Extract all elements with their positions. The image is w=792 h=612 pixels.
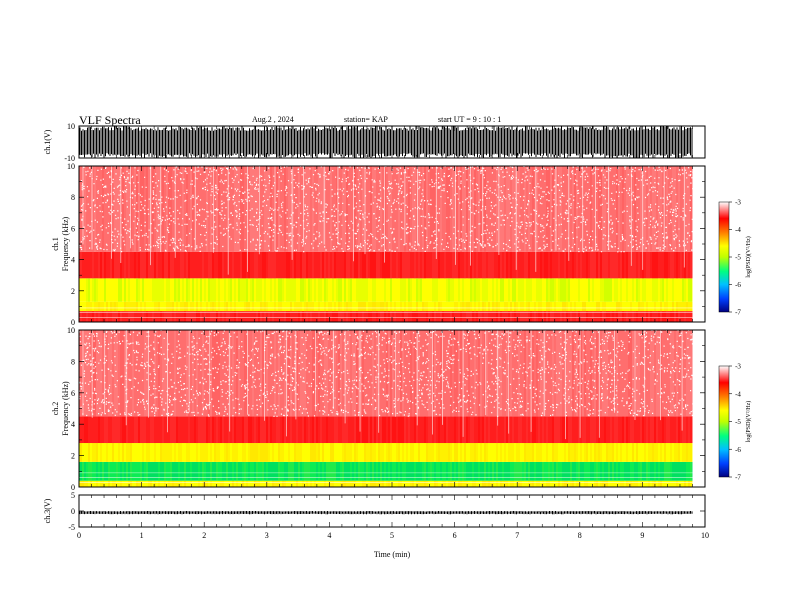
ch2-spectrogram-colorbar xyxy=(718,365,730,478)
xtick-label: 3 xyxy=(265,531,269,540)
ch2-spectrogram-dropouts xyxy=(82,330,683,440)
ch1-spectrogram-ytick-label: 0 xyxy=(71,318,75,327)
xtick-label: 4 xyxy=(327,531,331,540)
ch1-spectrogram-band-0-streak-a xyxy=(80,311,686,322)
ch2-spectrogram-ytick-label: 0 xyxy=(71,483,75,492)
ch1-spectrogram-band-2 xyxy=(79,278,693,302)
xtick-label: 10 xyxy=(701,531,709,540)
ch1-waveform-ytick-label: -10 xyxy=(64,154,75,163)
ch3-waveform-ylabel: ch.3(V) xyxy=(43,498,52,523)
ch1-spectrogram-ytick-label: 8 xyxy=(71,193,75,202)
ch1-spectrogram-colorbar xyxy=(718,201,730,313)
ch2-spectrogram-ytick-label: 2 xyxy=(71,452,75,461)
ch2-spectrogram-colorbar-tick-label: -5 xyxy=(735,418,741,426)
ch1-spectrogram-colorbar-tick-label: -3 xyxy=(735,199,741,207)
ch2-spectrogram-band-0 xyxy=(79,480,693,487)
xtick-label: 5 xyxy=(390,531,394,540)
ch1-spectrogram-dropouts xyxy=(82,166,685,275)
ch1-spectrogram-colorbar-tick-label: -4 xyxy=(735,226,741,234)
ch1-spectrogram-band-2-streak-b xyxy=(88,278,692,302)
ch2-spectrogram-ytick-label: 4 xyxy=(71,420,75,429)
ch2-spectrogram-ytick-label: 8 xyxy=(71,357,75,366)
ch3-waveform-ytick-label: -5 xyxy=(68,523,75,532)
xtick-label: 9 xyxy=(640,531,644,540)
ch1-spectrogram-colorbar-tick-label: -5 xyxy=(735,254,741,262)
chart-title: VLF Spectra xyxy=(79,113,141,127)
ch1-spectrogram-band-1 xyxy=(79,301,693,312)
xtick-label: 8 xyxy=(578,531,582,540)
ch2-spectrogram-band-2-streak-a xyxy=(92,443,692,462)
ch2-spectrogram-ylabel: Frequency (kHz) xyxy=(61,381,70,436)
ch2-spectrogram-ytick-label: 6 xyxy=(71,389,75,398)
xtick-label: 6 xyxy=(453,531,457,540)
ch1-spectrogram-colorbar-label: log(PSD)(V²/Hz) xyxy=(745,236,752,277)
ch1-spectrogram-band-4-streak-b xyxy=(102,166,692,252)
ch2-spectrogram-band-1-streak-a xyxy=(86,461,690,481)
ch1-spectrogram-ytick-label: 10 xyxy=(67,162,75,171)
ch2-spectrogram-speckle xyxy=(79,329,694,417)
ch2-spectrogram-band-0-streak-b xyxy=(80,480,690,487)
ch3-waveform-ytick-label: 5 xyxy=(71,491,75,500)
ch1-waveform-ytick-label: 10 xyxy=(67,122,75,131)
date-label: Aug.2 , 2024 xyxy=(252,115,294,124)
ch1-spectrogram-ylabel: Frequency (kHz) xyxy=(61,216,70,271)
ch2-spectrogram-colorbar-tick-label: -4 xyxy=(735,390,741,398)
ch1-spectrogram-ytick-label: 2 xyxy=(71,287,75,296)
ch3-waveform-ytick-label: 0 xyxy=(71,507,75,516)
xtick-label: 0 xyxy=(77,531,81,540)
ch1-spectrogram-ytick-label: 6 xyxy=(71,224,75,233)
xtick-label: 7 xyxy=(515,531,519,540)
station-label: station= KAP xyxy=(344,115,388,124)
x-axis-label: Time (min) xyxy=(374,550,411,559)
ch1-waveform-trace xyxy=(79,126,693,158)
ch2-spectrogram-colorbar-tick-label: -3 xyxy=(735,363,741,371)
ch1-spectrogram-band-1-streak-b xyxy=(98,301,688,312)
ch2-spectrogram-channel-label: ch.2 xyxy=(51,402,60,416)
ch2-spectrogram-cells xyxy=(78,329,694,487)
ch1-spectrogram-channel-label: ch.1 xyxy=(51,237,60,251)
start-ut-label: start UT = 9 : 10 : 1 xyxy=(438,115,502,124)
ch2-spectrogram-band-3 xyxy=(79,416,693,444)
ch1-spectrogram-colorbar-tick-label: -7 xyxy=(735,309,741,317)
ch2-spectrogram-ytick-label: 10 xyxy=(67,326,75,335)
xtick-label: 1 xyxy=(140,531,144,540)
ch3-waveform-trace xyxy=(79,511,693,515)
ch1-spectrogram-cells xyxy=(78,165,694,322)
ch2-spectrogram-colorbar-tick-label: -7 xyxy=(735,474,741,482)
ch2-spectrogram-colorbar-tick-label: -6 xyxy=(735,446,741,454)
ch1-spectrogram-band-0 xyxy=(79,311,693,322)
xtick-label: 2 xyxy=(202,531,206,540)
ch1-spectrogram-colorbar-tick-label: -6 xyxy=(735,281,741,289)
ch1-spectrogram-band-2-streak-a xyxy=(86,278,686,302)
ch1-spectrogram-ytick-label: 4 xyxy=(71,256,75,265)
ch1-waveform-ylabel: ch.1(V) xyxy=(43,129,52,154)
ch2-spectrogram-colorbar-label: log(PSD)(V²/Hz) xyxy=(745,401,752,442)
ch2-spectrogram-band-1 xyxy=(79,461,693,481)
